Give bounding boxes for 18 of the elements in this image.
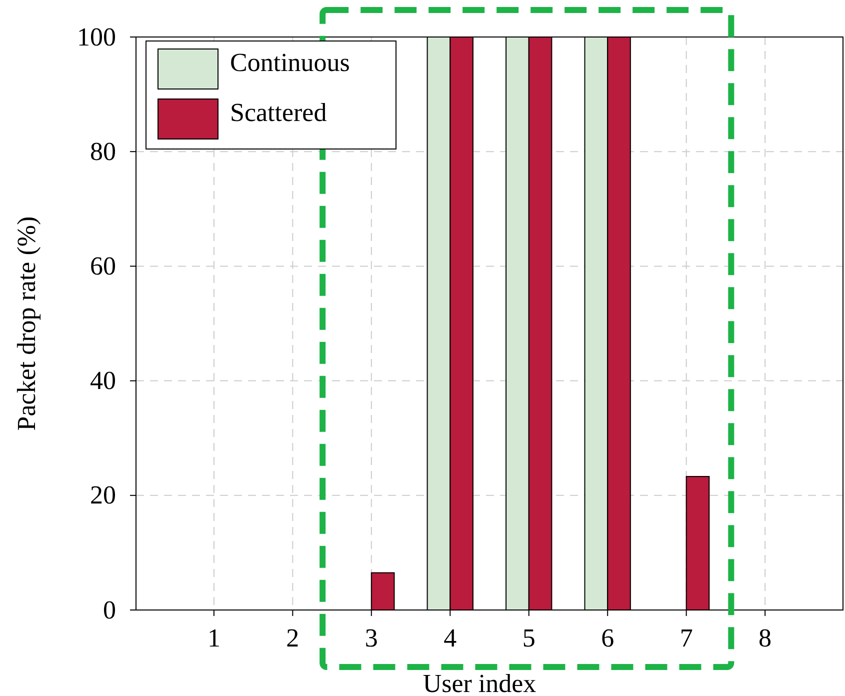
x-tick-label: 6 [601, 623, 614, 652]
x-tick-label: 3 [364, 623, 378, 652]
legend-label: Scattered [230, 98, 327, 127]
x-tick-label: 1 [207, 623, 220, 652]
x-tick-label: 7 [680, 623, 693, 652]
x-axis-title: User index [422, 669, 536, 696]
y-tick-label: 100 [77, 22, 116, 52]
y-tick-label: 40 [90, 366, 116, 396]
y-tick-label: 80 [90, 136, 116, 166]
legend-label: Continuous [230, 48, 350, 77]
x-tick-label: 4 [444, 623, 457, 652]
x-tick-label: 5 [522, 623, 536, 652]
y-tick-label: 20 [90, 480, 116, 510]
x-tick-label: 8 [758, 623, 772, 652]
y-tick-label: 0 [103, 595, 116, 624]
x-tick-label: 2 [286, 623, 300, 652]
y-tick-label: 60 [90, 252, 116, 281]
y-axis-title: Packet drop rate (%) [12, 216, 41, 431]
